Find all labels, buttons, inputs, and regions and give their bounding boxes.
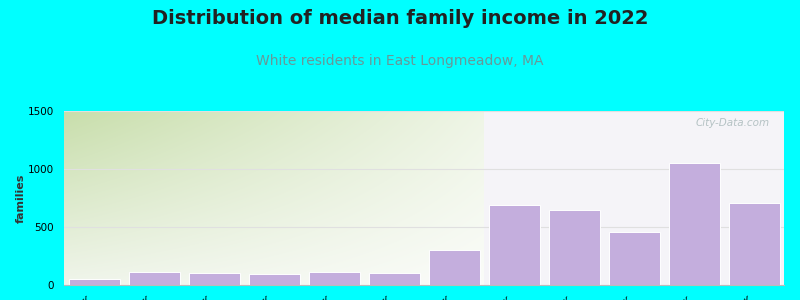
Bar (729, 202, 779, 285)
Text: Distribution of median family income in 2022: Distribution of median family income in … (152, 9, 648, 28)
Bar (129, 272, 179, 285)
Bar (249, 274, 299, 285)
Bar (549, 210, 599, 285)
Y-axis label: families: families (15, 173, 26, 223)
Bar (669, 163, 719, 285)
Bar (69, 279, 119, 285)
Text: White residents in East Longmeadow, MA: White residents in East Longmeadow, MA (256, 54, 544, 68)
Bar (309, 272, 359, 285)
Bar (189, 273, 239, 285)
Bar (369, 273, 419, 285)
Bar (429, 250, 479, 285)
Bar (489, 205, 539, 285)
Text: City-Data.com: City-Data.com (695, 118, 770, 128)
Bar (609, 232, 659, 285)
